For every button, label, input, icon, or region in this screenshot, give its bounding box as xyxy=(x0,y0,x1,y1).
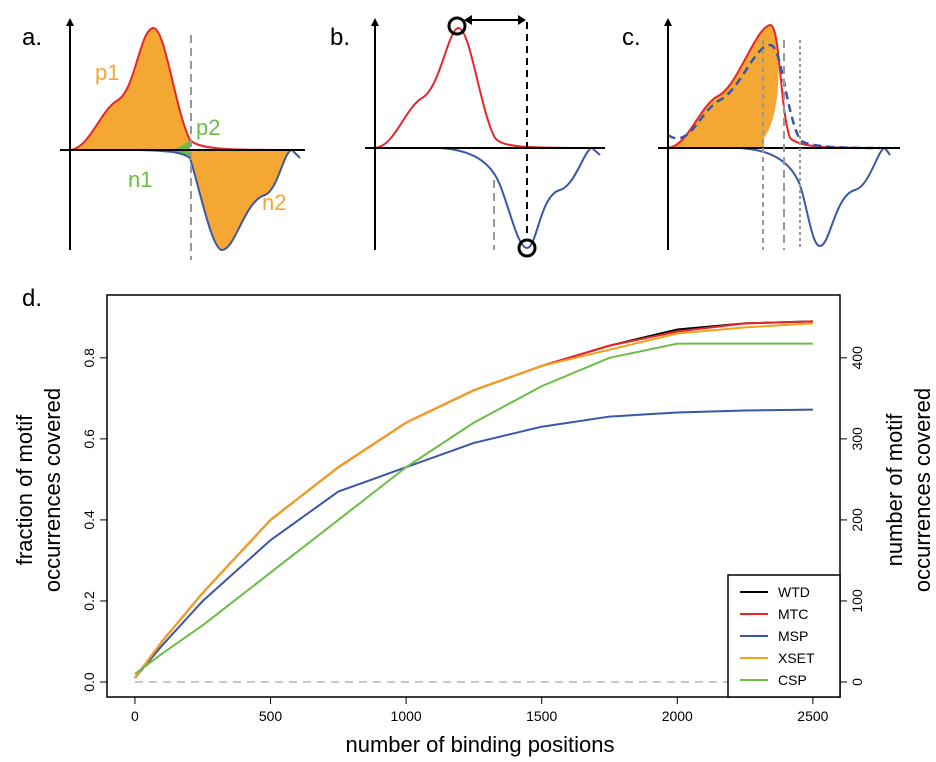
region-label: n2 xyxy=(262,190,286,215)
x-axis-label: number of binding positions xyxy=(345,732,614,757)
y2-tick-label: 100 xyxy=(849,589,865,613)
panel-c: c. xyxy=(622,18,900,250)
area xyxy=(668,24,779,148)
x-tick-label: 2000 xyxy=(662,708,693,724)
curve xyxy=(139,148,301,252)
legend-label: MTC xyxy=(778,606,808,622)
arrow xyxy=(664,18,672,26)
y2-axis-label: number of motif xyxy=(882,413,907,567)
area xyxy=(168,140,190,150)
y-axis-label: occurrences covered xyxy=(40,388,65,592)
series-line xyxy=(134,320,813,679)
arrow xyxy=(371,18,379,26)
panel-label: b. xyxy=(330,24,350,51)
legend-label: CSP xyxy=(778,672,807,688)
area xyxy=(190,150,290,250)
x-tick-label: 500 xyxy=(259,708,283,724)
area xyxy=(70,27,190,151)
panel-label: a. xyxy=(22,24,42,51)
y2-tick-label: 200 xyxy=(849,508,865,532)
legend-label: WTD xyxy=(778,584,810,600)
y2-tick-label: 0 xyxy=(849,678,865,686)
panel-a: a. p1 p2 n1 n2 xyxy=(22,18,305,260)
marker xyxy=(517,238,537,258)
y-tick-label: 0.4 xyxy=(81,510,97,530)
curve xyxy=(667,43,881,150)
curve xyxy=(439,146,601,250)
series-line xyxy=(134,342,813,675)
y-tick-label: 0.0 xyxy=(81,672,97,692)
panel-label: c. xyxy=(622,24,641,51)
x-tick-label: 2500 xyxy=(797,708,828,724)
marker xyxy=(447,16,467,36)
arrow xyxy=(66,18,74,26)
region-label: p2 xyxy=(196,115,220,140)
y2-tick-label: 400 xyxy=(849,346,865,370)
region-label: n1 xyxy=(128,167,152,192)
x-tick-label: 1000 xyxy=(391,708,422,724)
y2-tick-label: 300 xyxy=(849,427,865,451)
panel-b: b. xyxy=(330,15,605,258)
x-tick-label: 0 xyxy=(131,708,139,724)
plot-frame xyxy=(106,294,841,698)
x-tick-label: 1500 xyxy=(526,708,557,724)
y-axis-label: fraction of motif xyxy=(12,414,37,565)
region-label: p1 xyxy=(95,60,119,85)
curve xyxy=(69,27,301,151)
area xyxy=(150,150,190,158)
y-tick-label: 0.2 xyxy=(81,591,97,611)
y2-axis-label: occurrences covered xyxy=(910,388,935,592)
legend-label: MSP xyxy=(778,628,808,644)
legend-label: XSET xyxy=(778,650,815,666)
panel-label: d. xyxy=(22,285,42,312)
y-tick-label: 0.6 xyxy=(81,429,97,449)
curve xyxy=(739,146,891,248)
series-line xyxy=(134,322,813,679)
series-line xyxy=(134,408,813,679)
series-line xyxy=(134,320,813,679)
curve xyxy=(667,23,886,149)
curve xyxy=(374,27,601,149)
y-tick-label: 0.8 xyxy=(81,348,97,368)
